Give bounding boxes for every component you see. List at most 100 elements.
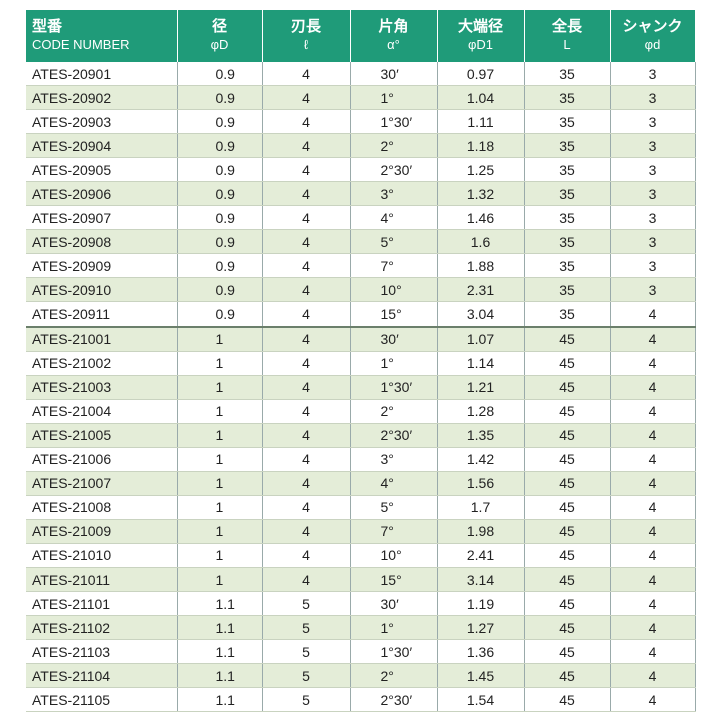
table-cell: 4 <box>610 447 696 472</box>
table-row: ATES-21005 1 4 2°30′ 1.35 45 4 <box>26 423 696 448</box>
table-cell: 45 <box>524 375 611 400</box>
table-row: ATES-21103 1.1 5 1°30′ 1.36 45 4 <box>26 639 696 665</box>
table-cell: 5° <box>350 495 438 520</box>
table-cell: ATES-21010 <box>26 543 178 568</box>
table-cell: 35 <box>524 277 611 303</box>
header-cell: 型番 CODE NUMBER <box>26 10 178 62</box>
table-cell: 35 <box>524 85 611 111</box>
table-row: ATES-20906 0.9 4 3° 1.32 35 3 <box>26 181 696 207</box>
table-cell: 3.14 <box>437 567 525 593</box>
table-cell: 45 <box>524 663 611 689</box>
table-cell: 1 <box>177 423 263 448</box>
table-cell: 1° <box>350 351 438 376</box>
table-cell: 45 <box>524 639 611 665</box>
table-cell: 35 <box>524 133 611 159</box>
table-cell: 4 <box>262 567 351 593</box>
table-cell: 1.04 <box>437 85 525 111</box>
table-cell: 3 <box>610 85 696 111</box>
table-cell: 0.97 <box>437 62 525 87</box>
table-cell: 1.6 <box>437 229 525 255</box>
table-row: ATES-20907 0.9 4 4° 1.46 35 3 <box>26 205 696 231</box>
table-cell: 4 <box>610 375 696 400</box>
table-cell: 45 <box>524 399 611 424</box>
table-row: ATES-20908 0.9 4 5° 1.6 35 3 <box>26 229 696 255</box>
table-cell: 35 <box>524 109 611 135</box>
table-cell: 1° <box>350 615 438 641</box>
header-label: 刃長 <box>290 18 321 35</box>
table-cell: 0.9 <box>177 62 263 87</box>
table-cell: 4 <box>262 471 351 496</box>
table-cell: 4 <box>610 325 696 352</box>
table-row: ATES-21010 1 4 10° 2.41 45 4 <box>26 543 696 568</box>
table-cell: 5 <box>262 687 351 713</box>
table-cell: ATES-21104 <box>26 663 178 689</box>
header-sub: ℓ <box>303 37 309 52</box>
table-cell: ATES-20904 <box>26 133 178 159</box>
header-cell: 全長 L <box>524 10 611 62</box>
table-cell: 4 <box>262 325 351 352</box>
header-label: 型番 <box>32 18 63 35</box>
table-cell: 1.28 <box>437 399 525 424</box>
header-cell: 径 φD <box>177 10 263 62</box>
table-cell: 1.42 <box>437 447 525 472</box>
table-cell: ATES-21001 <box>26 325 178 352</box>
table-row: ATES-21105 1.1 5 2°30′ 1.54 45 4 <box>26 687 696 713</box>
table-cell: 4 <box>262 423 351 448</box>
table-cell: 45 <box>524 447 611 472</box>
table-cell: 1° <box>350 85 438 111</box>
table-cell: 1.1 <box>177 663 263 689</box>
table-row: ATES-20909 0.9 4 7° 1.88 35 3 <box>26 253 696 279</box>
header-cell: シャンク φd <box>610 10 696 62</box>
table-cell: ATES-20911 <box>26 301 178 328</box>
table-cell: 0.9 <box>177 253 263 279</box>
table-cell: 1.45 <box>437 663 525 689</box>
table-row: ATES-21003 1 4 1°30′ 1.21 45 4 <box>26 375 696 400</box>
table-cell: ATES-21006 <box>26 447 178 472</box>
table-cell: 4 <box>262 109 351 135</box>
table-cell: ATES-21103 <box>26 639 178 665</box>
header-label: シャンク <box>622 18 683 35</box>
table-cell: 3 <box>610 157 696 183</box>
table-cell: 0.9 <box>177 301 263 328</box>
table-cell: 0.9 <box>177 205 263 231</box>
table-cell: 3 <box>610 277 696 303</box>
table-cell: 0.9 <box>177 277 263 303</box>
table-cell: 4 <box>262 229 351 255</box>
table-cell: 4° <box>350 205 438 231</box>
header-cell: 片角 α° <box>350 10 438 62</box>
table-cell: 1.14 <box>437 351 525 376</box>
table-cell: 1 <box>177 519 263 544</box>
table-cell: 1°30′ <box>350 375 438 400</box>
table-cell: 0.9 <box>177 157 263 183</box>
table-cell: 4 <box>262 133 351 159</box>
table-cell: 4 <box>262 543 351 568</box>
table-cell: 4 <box>610 471 696 496</box>
table-cell: 1.1 <box>177 591 263 617</box>
table-cell: 45 <box>524 591 611 617</box>
header-sub: φD <box>210 37 229 52</box>
table-cell: 4 <box>610 543 696 568</box>
table-cell: 4° <box>350 471 438 496</box>
table-cell: 2°30′ <box>350 687 438 713</box>
table-cell: 3° <box>350 447 438 472</box>
table-cell: 1.1 <box>177 687 263 713</box>
table-row: ATES-21006 1 4 3° 1.42 45 4 <box>26 447 696 472</box>
table-cell: 1°30′ <box>350 639 438 665</box>
table-cell: 1.27 <box>437 615 525 641</box>
table-cell: 3 <box>610 181 696 207</box>
table-cell: ATES-21011 <box>26 567 178 593</box>
table-cell: 45 <box>524 471 611 496</box>
table-cell: ATES-20907 <box>26 205 178 231</box>
table-cell: 0.9 <box>177 229 263 255</box>
table-cell: 4 <box>610 301 696 328</box>
table-cell: 45 <box>524 423 611 448</box>
header-label: 大端径 <box>457 18 503 35</box>
table-cell: 1.07 <box>437 325 525 352</box>
table-cell: 2°30′ <box>350 157 438 183</box>
table-cell: 30′ <box>350 62 438 87</box>
table-cell: 45 <box>524 519 611 544</box>
table-cell: ATES-21102 <box>26 615 178 641</box>
table-cell: ATES-21005 <box>26 423 178 448</box>
table-cell: 45 <box>524 567 611 593</box>
table-cell: 4 <box>262 301 351 328</box>
